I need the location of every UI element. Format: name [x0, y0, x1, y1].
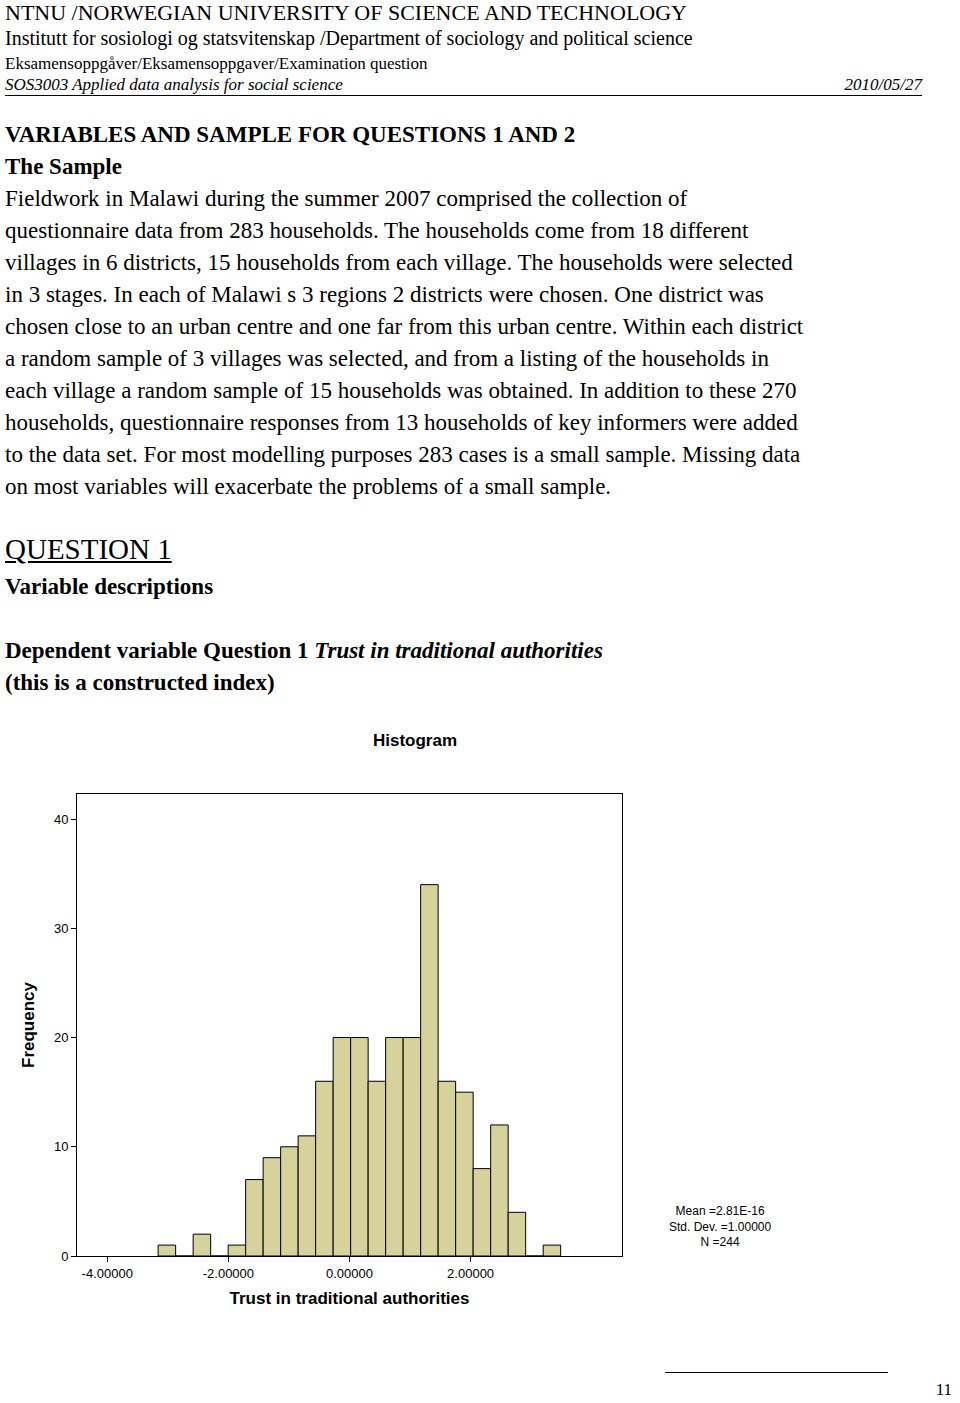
html-text:on most variables will exacerb: on most variables will exacerbate the pr…	[5, 474, 612, 499]
html-text:villages in 6 districts, 15 ho: villages in 6 districts, 15 households f…	[5, 250, 793, 275]
html-text:11: 11	[935, 1380, 952, 1399]
html-text:to the data set. For most mode: to the data set. For most modelling purp…	[5, 442, 801, 467]
html-text:Eksamensoppgåver/Eksamensoppga: Eksamensoppgåver/Eksamensoppgaver/Examin…	[5, 54, 428, 73]
html-text:2010/05/27: 2010/05/27	[844, 75, 922, 94]
html-text:(this is a constructed index): (this is a constructed index)	[5, 670, 275, 695]
svg-text:20: 20	[54, 1030, 68, 1045]
svg-text:40: 40	[54, 812, 68, 827]
svg-text:Trust in traditional authoriti: Trust in traditional authorities	[230, 1289, 470, 1308]
html-text:each village a random sample o: each village a random sample of 15 house…	[5, 378, 797, 403]
html-text:VARIABLES AND SAMPLE FOR QUEST: VARIABLES AND SAMPLE FOR QUESTIONS 1 AND…	[5, 122, 576, 147]
svg-text:10: 10	[54, 1139, 68, 1154]
svg-text:2.00000: 2.00000	[447, 1266, 494, 1281]
html-text:Institutt for sosiologi og sta: Institutt for sosiologi og statsvitenska…	[5, 27, 693, 49]
html-text:NTNU /NORWEGIAN UNIVERSITY OF: NTNU /NORWEGIAN UNIVERSITY OF SCIENCE AN…	[5, 0, 687, 25]
svg-text:Histogram: Histogram	[373, 731, 457, 750]
svg-text:30: 30	[54, 921, 68, 936]
svg-text:0.00000: 0.00000	[326, 1266, 373, 1281]
html-text:SOS3003 Applied data analysis: SOS3003 Applied data analysis for social…	[5, 75, 343, 94]
svg-text:-2.00000: -2.00000	[203, 1266, 254, 1281]
html-text:chosen close to an urban centr: chosen close to an urban centre and one …	[5, 314, 804, 339]
html-text:QUESTION 1: QUESTION 1	[5, 533, 172, 565]
svg-text:-4.00000: -4.00000	[82, 1266, 133, 1281]
html-text:Fieldwork in Malawi during the: Fieldwork in Malawi during the summer 20…	[5, 186, 688, 211]
svg-text:0: 0	[61, 1249, 68, 1264]
html-text:households, questionnaire resp: households, questionnaire responses from…	[5, 410, 798, 435]
html-text:Dependent variable Question 1: Dependent variable Question 1 Trust in t…	[5, 638, 603, 663]
html-text:Variable descriptions: Variable descriptions	[5, 574, 214, 599]
svg-text:Frequency: Frequency	[19, 981, 38, 1068]
html-text:The Sample: The Sample	[5, 154, 122, 179]
svg-text:Mean =2.81E-16Std. Dev. =1.000: Mean =2.81E-16Std. Dev. =1.00000N =244	[669, 1204, 772, 1249]
html-text:in 3 stages. In each of Malawi: in 3 stages. In each of Malawi s 3 regio…	[5, 282, 764, 307]
html-text:a random sample of 3 villages: a random sample of 3 villages was select…	[5, 346, 769, 371]
html-text:questionnaire data from 283 ho: questionnaire data from 283 households. …	[5, 218, 749, 243]
